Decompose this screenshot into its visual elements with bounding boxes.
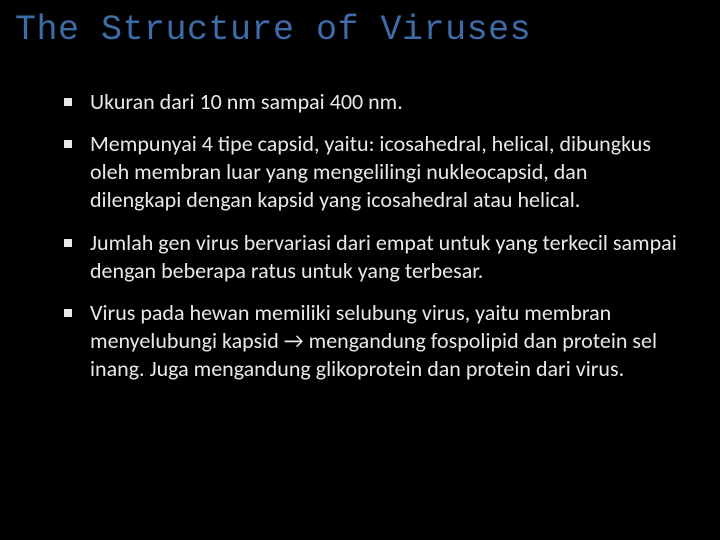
slide-title: The Structure of Viruses xyxy=(15,10,680,50)
slide: The Structure of Viruses Ukuran dari 10 … xyxy=(0,0,720,540)
list-item: Virus pada hewan memiliki selubung virus… xyxy=(90,299,680,383)
list-item: Mempunyai 4 tipe capsid, yaitu: icosahed… xyxy=(90,130,680,214)
bullet-list: Ukuran dari 10 nm sampai 400 nm. Mempuny… xyxy=(20,88,680,383)
list-item: Jumlah gen virus bervariasi dari empat u… xyxy=(90,229,680,285)
list-item: Ukuran dari 10 nm sampai 400 nm. xyxy=(90,88,680,116)
